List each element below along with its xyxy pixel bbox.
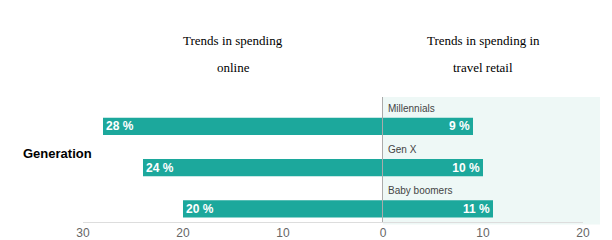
svg-text:24 %: 24 % [146, 161, 174, 175]
svg-text:Generation: Generation [23, 146, 92, 161]
svg-text:20: 20 [576, 226, 590, 240]
svg-text:Gen X: Gen X [388, 144, 417, 155]
svg-text:20: 20 [176, 226, 190, 240]
svg-text:Trends in spending: Trends in spending [183, 33, 283, 48]
svg-text:28 %: 28 % [106, 119, 134, 133]
svg-text:Trends in spending in: Trends in spending in [427, 33, 540, 48]
svg-text:10: 10 [276, 226, 290, 240]
svg-text:10 %: 10 % [452, 161, 480, 175]
svg-text:11 %: 11 % [463, 202, 490, 216]
svg-text:20 %: 20 % [186, 202, 214, 216]
svg-text:0: 0 [380, 226, 387, 240]
svg-text:30: 30 [76, 226, 90, 240]
svg-text:travel retail: travel retail [453, 60, 513, 75]
svg-text:Baby boomers: Baby boomers [388, 185, 452, 196]
svg-text:Millennials: Millennials [388, 103, 435, 114]
svg-text:9 %: 9 % [449, 119, 470, 133]
svg-text:online: online [217, 60, 250, 75]
svg-text:10: 10 [476, 226, 490, 240]
